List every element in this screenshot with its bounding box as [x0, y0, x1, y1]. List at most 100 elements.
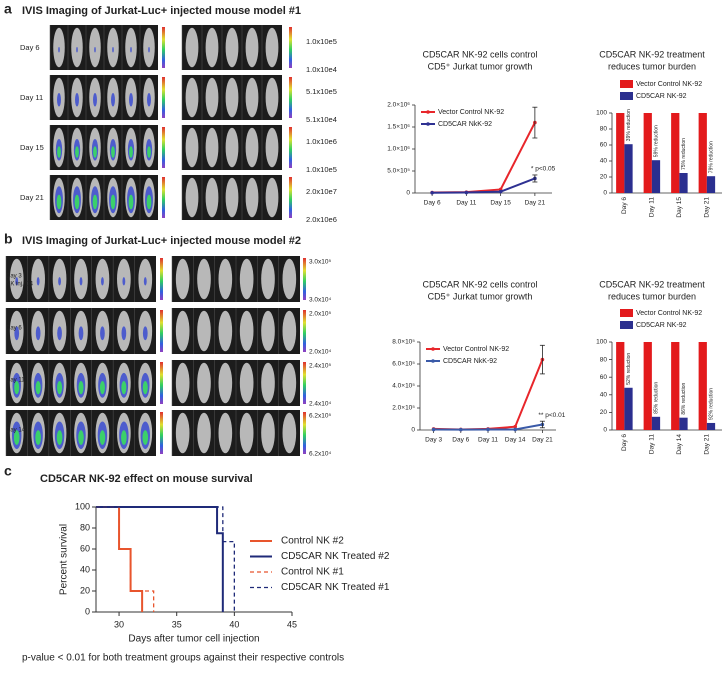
bar	[624, 144, 633, 193]
y-tick-label: 60	[600, 374, 608, 381]
y-tick-label: 20	[600, 409, 608, 416]
signal	[142, 326, 148, 341]
color-bar	[289, 127, 292, 168]
y-tick-label: 2.0×10⁶	[387, 102, 410, 109]
signal-core	[99, 430, 106, 445]
y-tick-label: 2.0×10⁵	[392, 405, 415, 412]
bar	[671, 342, 680, 430]
signal	[121, 326, 127, 341]
signal	[35, 326, 41, 341]
y-tick-label: 80	[600, 126, 608, 133]
chart-title: reduces tumor burden	[608, 61, 696, 71]
y-tick-label: 20	[80, 585, 90, 595]
annotation: ** p<0.01	[538, 412, 565, 419]
scale-max: 1.0x10e6	[306, 137, 337, 146]
bar	[679, 173, 688, 193]
x-tick-label: Day 21	[525, 200, 546, 207]
mouse	[245, 27, 259, 68]
legend-label: Vector Control NK-92	[636, 310, 702, 317]
mouse	[205, 127, 219, 168]
mouse	[265, 77, 279, 118]
mouse	[197, 362, 211, 404]
bar	[616, 342, 625, 430]
signal-core	[129, 146, 133, 158]
scale-min: 5.1x10e4	[306, 115, 337, 124]
signal	[75, 93, 79, 107]
y-tick-label: 80	[80, 522, 90, 532]
x-tick-label: Day 11	[456, 200, 476, 207]
mouse	[245, 127, 259, 168]
mouse	[218, 258, 233, 300]
signal-core	[35, 430, 41, 445]
day-label: Day 6	[6, 326, 22, 332]
y-tick-label: 0	[85, 606, 90, 616]
x-tick-label: Day 6	[424, 200, 441, 207]
mouse	[239, 362, 254, 404]
x-tick-label: Day 11	[649, 434, 656, 454]
y-tick-label: 0	[603, 427, 607, 434]
scale-max: 1.0x10e5	[306, 37, 337, 46]
color-bar	[303, 412, 306, 454]
color-bar	[289, 77, 292, 118]
x-tick-label: 45	[287, 619, 297, 629]
x-tick-label: Day 14	[676, 434, 683, 455]
annotation: 52% reduction	[626, 353, 632, 385]
signal-core	[121, 380, 127, 395]
signal-core	[110, 194, 116, 210]
signal-core	[57, 380, 63, 395]
legend-label: CD5CAR NkK-92	[438, 121, 492, 128]
chart-title: CD5CAR NK-92 cells control	[422, 49, 537, 59]
scale-min: 2.4x10⁴	[309, 401, 332, 408]
mouse	[261, 258, 275, 300]
color-bar	[162, 127, 165, 168]
legend-label: Control NK #1	[281, 567, 344, 578]
scale-min: 1.0x10e4	[306, 65, 337, 74]
x-tick-label: Day 21	[532, 437, 553, 444]
signal	[100, 326, 105, 341]
legend-marker	[431, 347, 435, 351]
color-bar	[289, 177, 292, 218]
mouse	[225, 177, 239, 218]
mouse	[239, 258, 254, 300]
signal-core	[78, 430, 84, 445]
signal	[147, 93, 151, 107]
legend-label: CD5CAR NkK-92	[443, 358, 497, 365]
x-tick-label: Day 21	[704, 197, 711, 218]
legend-label: Control NK #2	[281, 536, 344, 547]
signal-core	[35, 380, 41, 395]
signal-core	[142, 430, 149, 445]
mouse	[239, 310, 254, 352]
signal	[79, 277, 83, 286]
x-tick-label: 35	[172, 619, 182, 629]
color-bar	[303, 258, 306, 300]
x-tick-label: Day 6	[621, 197, 628, 214]
mouse	[205, 27, 219, 68]
mouse	[282, 362, 297, 404]
mouse	[261, 412, 275, 454]
signal-core	[128, 194, 134, 210]
legend-marker	[426, 110, 430, 114]
signal	[148, 47, 150, 53]
bar	[651, 416, 661, 430]
footnote: p-value < 0.01 for both treatment groups…	[22, 653, 344, 664]
mouse	[265, 27, 279, 68]
y-axis-label: Percent survival	[59, 524, 70, 595]
day-label: Day 21	[20, 193, 44, 202]
y-tick-label: 40	[80, 564, 90, 574]
mouse	[205, 77, 219, 118]
legend-marker	[431, 359, 435, 363]
day-label: Day 3	[6, 274, 22, 280]
y-tick-label: 0	[411, 427, 415, 434]
signal	[14, 326, 20, 341]
signal-core	[99, 380, 105, 395]
annotation: * p<0.05	[531, 166, 556, 173]
mouse	[282, 412, 297, 454]
mouse	[185, 177, 199, 218]
x-tick-label: Day 15	[676, 197, 683, 218]
chart-title: CD5CAR NK-92 treatment	[599, 279, 705, 289]
mouse	[245, 177, 259, 218]
mouse	[225, 77, 239, 118]
annotation: 79% reduction	[708, 141, 714, 173]
y-tick-label: 40	[600, 392, 608, 399]
data-point	[513, 424, 517, 429]
